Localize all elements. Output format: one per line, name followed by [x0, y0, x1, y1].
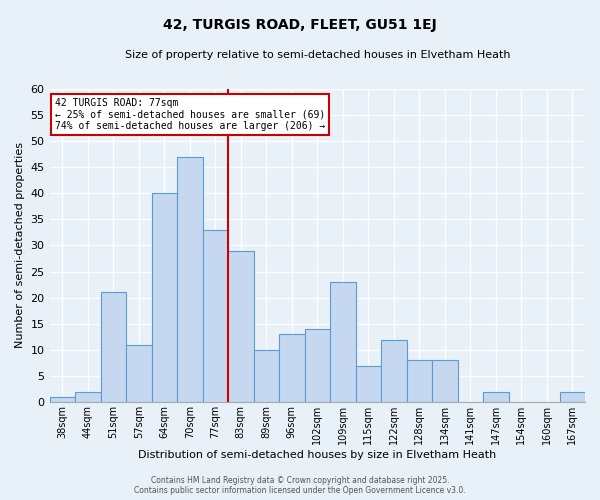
Bar — [432, 360, 458, 403]
Bar — [560, 392, 585, 402]
Bar — [75, 392, 101, 402]
Bar — [203, 230, 228, 402]
Text: 42, TURGIS ROAD, FLEET, GU51 1EJ: 42, TURGIS ROAD, FLEET, GU51 1EJ — [163, 18, 437, 32]
Bar — [254, 350, 279, 403]
Bar — [50, 397, 75, 402]
Bar — [330, 282, 356, 403]
Text: 42 TURGIS ROAD: 77sqm
← 25% of semi-detached houses are smaller (69)
74% of semi: 42 TURGIS ROAD: 77sqm ← 25% of semi-deta… — [55, 98, 325, 131]
Title: Size of property relative to semi-detached houses in Elvetham Heath: Size of property relative to semi-detach… — [125, 50, 510, 60]
Bar — [305, 329, 330, 402]
Bar — [228, 250, 254, 402]
Bar — [177, 156, 203, 402]
Bar — [356, 366, 381, 403]
Y-axis label: Number of semi-detached properties: Number of semi-detached properties — [15, 142, 25, 348]
Bar — [152, 193, 177, 402]
Bar — [101, 292, 126, 403]
X-axis label: Distribution of semi-detached houses by size in Elvetham Heath: Distribution of semi-detached houses by … — [138, 450, 496, 460]
Bar — [407, 360, 432, 403]
Bar — [483, 392, 509, 402]
Text: Contains HM Land Registry data © Crown copyright and database right 2025.
Contai: Contains HM Land Registry data © Crown c… — [134, 476, 466, 495]
Bar — [381, 340, 407, 402]
Bar — [126, 345, 152, 403]
Bar — [279, 334, 305, 402]
